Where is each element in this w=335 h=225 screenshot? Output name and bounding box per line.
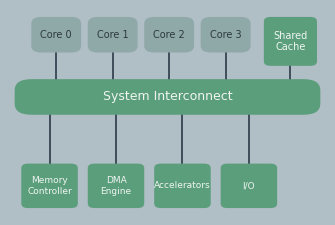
FancyBboxPatch shape	[201, 17, 251, 52]
Text: I/O: I/O	[243, 181, 255, 190]
Text: Accelerators: Accelerators	[154, 181, 211, 190]
Text: Memory
Controller: Memory Controller	[27, 176, 72, 196]
Text: Shared
Cache: Shared Cache	[273, 31, 308, 52]
Text: Core 0: Core 0	[41, 30, 72, 40]
Text: Core 2: Core 2	[153, 30, 185, 40]
FancyBboxPatch shape	[88, 164, 144, 208]
FancyBboxPatch shape	[154, 164, 211, 208]
FancyBboxPatch shape	[31, 17, 81, 52]
Text: Core 1: Core 1	[97, 30, 129, 40]
FancyBboxPatch shape	[144, 17, 194, 52]
Text: DMA
Engine: DMA Engine	[100, 176, 132, 196]
Text: System Interconnect: System Interconnect	[103, 90, 232, 104]
FancyBboxPatch shape	[15, 79, 320, 115]
FancyBboxPatch shape	[1, 4, 334, 221]
FancyBboxPatch shape	[221, 164, 277, 208]
FancyBboxPatch shape	[264, 17, 317, 66]
FancyBboxPatch shape	[21, 164, 78, 208]
Text: Core 3: Core 3	[210, 30, 242, 40]
FancyBboxPatch shape	[88, 17, 138, 52]
